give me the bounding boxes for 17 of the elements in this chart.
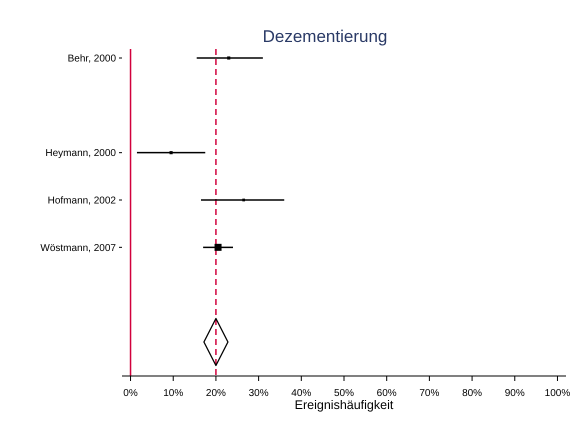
x-tick-label: 40%	[291, 388, 312, 399]
y-tick-label: Hofmann, 2002	[48, 196, 116, 206]
x-tick-label: 90%	[504, 388, 525, 399]
y-tick-label: Heymann, 2000	[45, 148, 116, 160]
y-tick-label: Wöstmann, 2007	[40, 242, 116, 254]
chart-title: Dezementierung	[262, 27, 388, 46]
x-tick-label: 10%	[163, 388, 184, 399]
x-tick-label: 30%	[248, 388, 269, 399]
x-axis-title: Ereignishäufigkeit	[294, 398, 394, 412]
x-tick-label: 100%	[544, 388, 570, 399]
x-tick-label: 80%	[462, 388, 482, 399]
x-tick-label: 70%	[419, 388, 440, 399]
x-tick-label: 20%	[206, 388, 226, 399]
x-tick-label: 50%	[334, 388, 354, 399]
x-tick-label: 0%	[123, 388, 138, 399]
y-tick-label: Behr, 2000	[68, 54, 116, 64]
x-tick-label: 60%	[376, 388, 397, 399]
